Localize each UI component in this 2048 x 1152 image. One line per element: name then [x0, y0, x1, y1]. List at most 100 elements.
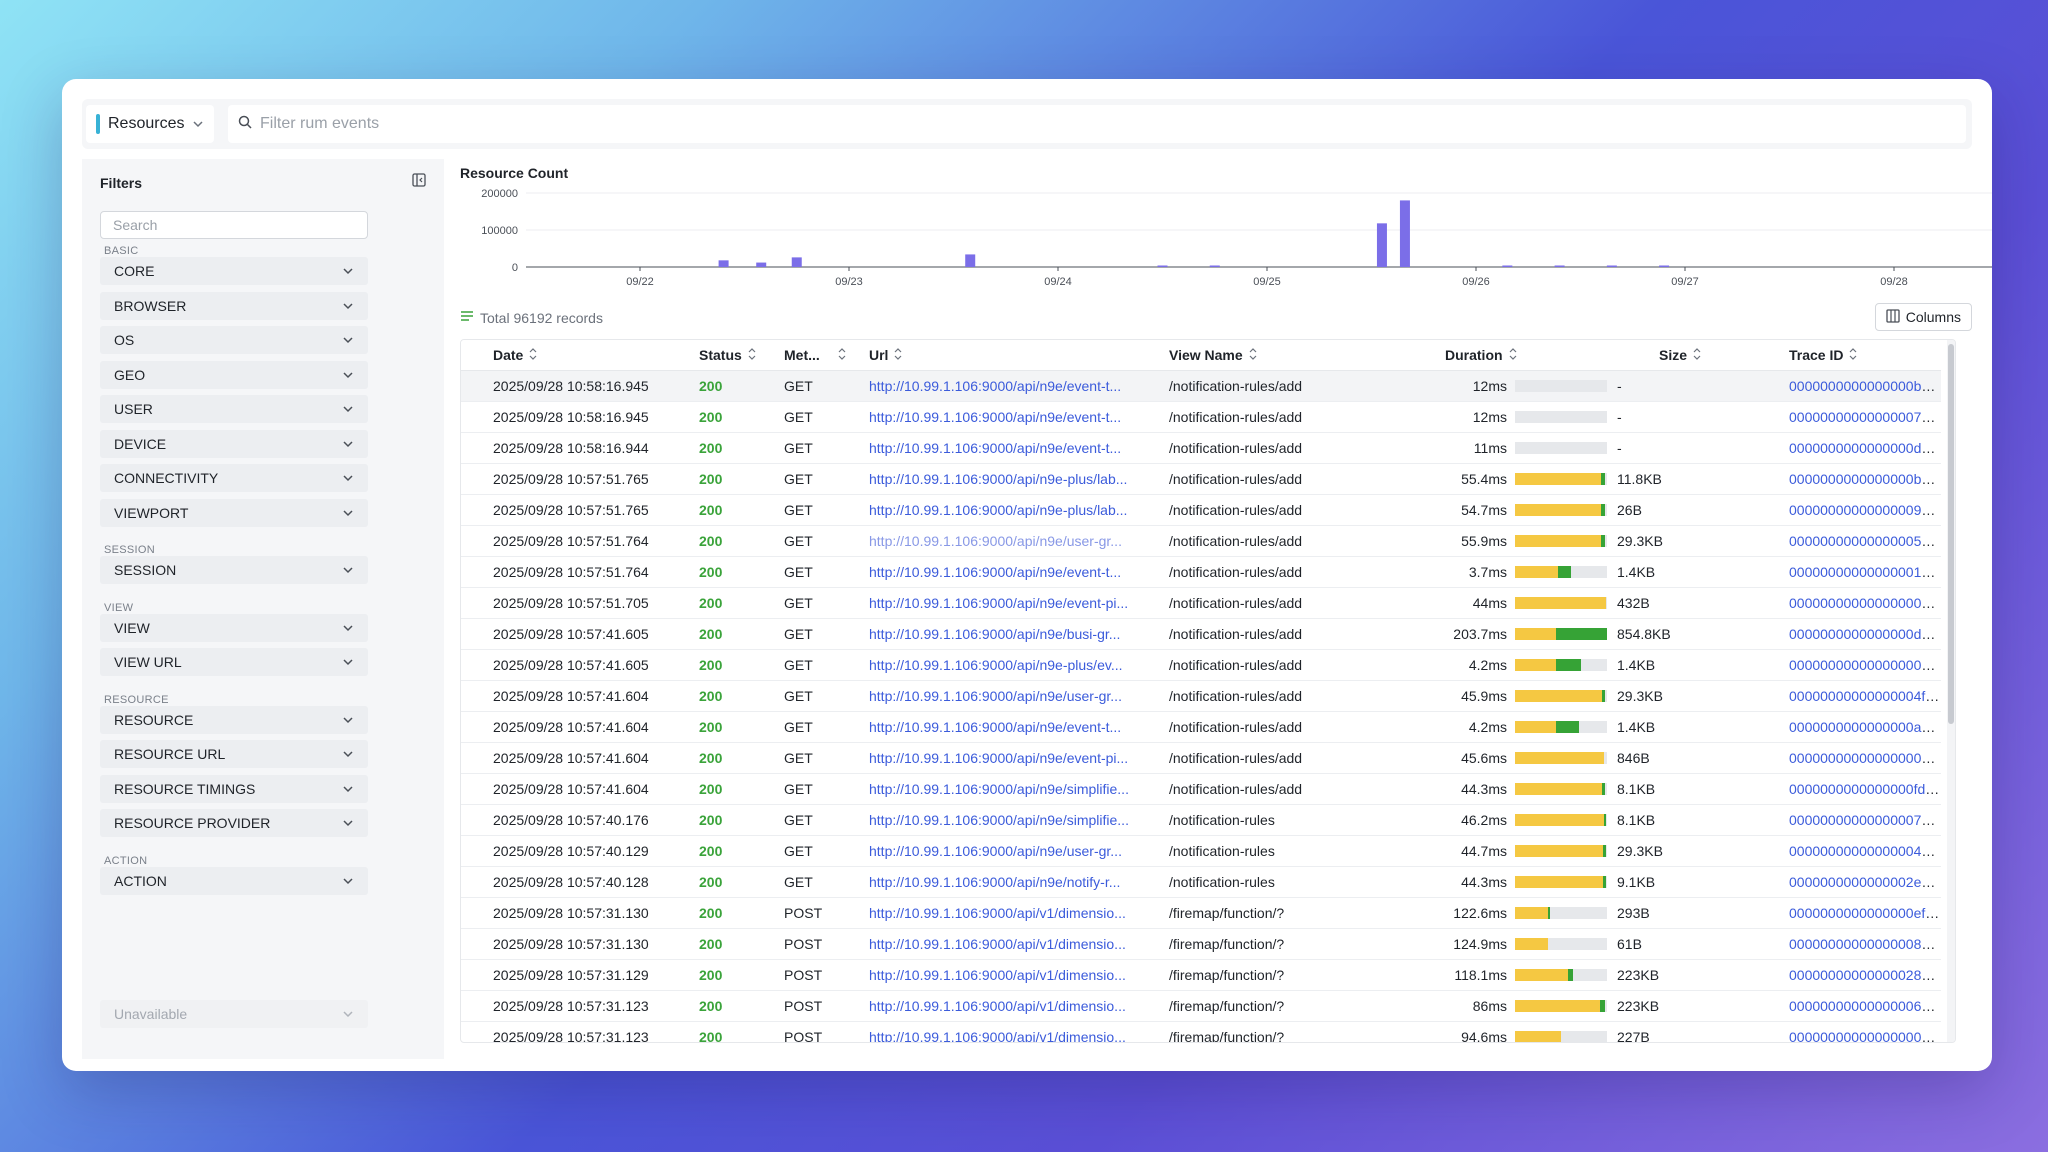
trace-link[interactable]: 000000000000000007f4a295... — [1789, 1029, 1941, 1043]
trace-link[interactable]: 0000000000000002e07151a... — [1789, 874, 1941, 890]
facet-resource[interactable]: RESOURCE — [100, 705, 368, 734]
sort-icon[interactable] — [529, 347, 537, 363]
chart-bar[interactable] — [1209, 265, 1220, 268]
table-row[interactable]: 2025/09/28 10:58:16.945 200 GET http://10.9… — [461, 401, 1941, 433]
facet-browser[interactable]: BROWSER — [100, 291, 368, 320]
url-link[interactable]: http://10.99.1.106:9000/api/n9e/busi-gr.… — [869, 626, 1121, 642]
chart-bar[interactable] — [965, 254, 976, 267]
url-link[interactable]: http://10.99.1.106:9000/api/n9e/event-t.… — [869, 719, 1122, 735]
header-status[interactable]: Status — [699, 340, 784, 371]
url-link[interactable]: http://10.99.1.106:9000/api/n9e/event-t.… — [869, 378, 1122, 394]
table-row[interactable]: 2025/09/28 10:57:40.129 200 GET http://10.9… — [461, 835, 1941, 867]
header-duration[interactable]: Duration — [1445, 340, 1617, 371]
table-row[interactable]: 2025/09/28 10:57:31.123 200 POST http://10.… — [461, 1021, 1941, 1043]
header-url[interactable]: Url — [869, 340, 1169, 371]
facet-resource-url[interactable]: RESOURCE URL — [100, 740, 368, 768]
header-size[interactable]: Size — [1617, 340, 1789, 371]
facet-viewport[interactable]: VIEWPORT — [100, 498, 368, 527]
trace-link[interactable]: 0000000000000000432ce597... — [1789, 843, 1941, 859]
url-link[interactable]: http://10.99.1.106:9000/api/n9e/simplifi… — [869, 812, 1129, 828]
trace-link[interactable]: 0000000000000000789c7889... — [1789, 812, 1941, 828]
sort-icon[interactable] — [1249, 347, 1257, 363]
sort-icon[interactable] — [1509, 347, 1517, 363]
url-link[interactable]: http://10.99.1.106:9000/api/n9e/event-t.… — [869, 409, 1122, 425]
url-link[interactable]: http://10.99.1.106:9000/api/n9e-plus/lab… — [869, 502, 1128, 518]
url-link[interactable]: http://10.99.1.106:9000/api/v1/dimensio.… — [869, 998, 1126, 1014]
trace-link[interactable]: 000000000000000005037fadbb... — [1789, 657, 1941, 673]
url-link[interactable]: http://10.99.1.106:9000/api/n9e/notify-r… — [869, 874, 1121, 890]
facet-user[interactable]: USER — [100, 395, 368, 423]
table-row[interactable]: 2025/09/28 10:57:40.176 200 GET http://10.9… — [461, 804, 1941, 836]
facet-view-url[interactable]: VIEW URL — [100, 648, 368, 676]
table-row[interactable]: 2025/09/28 10:57:51.765 200 GET http://10.9… — [461, 463, 1941, 495]
trace-link[interactable]: 0000000000000000091221290... — [1789, 750, 1941, 766]
trace-link[interactable]: 0000000000000002817cf31... — [1789, 967, 1941, 983]
table-row[interactable]: 2025/09/28 10:57:31.129 200 POST http://10.… — [461, 959, 1941, 991]
url-link[interactable]: http://10.99.1.106:9000/api/n9e-plus/lab… — [869, 471, 1128, 487]
table-row[interactable]: 2025/09/28 10:57:31.130 200 POST http://10.… — [461, 928, 1941, 960]
chart-bar[interactable] — [1554, 265, 1565, 268]
scrollbar-thumb[interactable] — [1948, 344, 1954, 724]
chart-bar[interactable] — [1502, 265, 1513, 268]
table-row[interactable]: 2025/09/28 10:58:16.944 200 GET http://10.9… — [461, 432, 1941, 464]
url-link[interactable]: http://10.99.1.106:9000/api/n9e/user-gr.… — [869, 843, 1122, 859]
header-view-name[interactable]: View Name — [1169, 340, 1445, 371]
filter-rum-events-input[interactable] — [258, 114, 1966, 134]
url-link[interactable]: http://10.99.1.106:9000/api/n9e/event-t.… — [869, 564, 1122, 580]
chart-bar[interactable] — [756, 262, 767, 267]
url-link[interactable]: http://10.99.1.106:9000/api/v1/dimensio.… — [869, 967, 1126, 983]
trace-link[interactable]: 0000000000000000565935f7... — [1789, 533, 1941, 549]
header-trace-id[interactable]: Trace ID — [1789, 340, 1941, 371]
table-row[interactable]: 2025/09/28 10:57:31.130 200 POST http://10.… — [461, 897, 1941, 929]
chart-bar[interactable] — [791, 257, 802, 267]
sort-icon[interactable] — [838, 347, 846, 363]
trace-link[interactable]: 00000000000000004fddc5fbf... — [1789, 688, 1941, 704]
chart-bar[interactable] — [1606, 265, 1617, 268]
trace-link[interactable]: 0000000000000000aaf768ded... — [1789, 719, 1941, 735]
table-row[interactable]: 2025/09/28 10:57:51.705 200 GET http://10.9… — [461, 587, 1941, 619]
url-link[interactable]: http://10.99.1.106:9000/api/n9e/user-gr.… — [869, 688, 1122, 704]
sort-icon[interactable] — [1693, 347, 1701, 363]
facet-device[interactable]: DEVICE — [100, 429, 368, 458]
event-type-select[interactable]: Resources — [86, 105, 214, 143]
table-row[interactable]: 2025/09/28 10:57:41.605 200 GET http://10.9… — [461, 618, 1941, 650]
sort-icon[interactable] — [894, 347, 902, 363]
trace-link[interactable]: 0000000000000000b41da222... — [1789, 471, 1941, 487]
trace-link[interactable]: 0000000000000000b9d85354... — [1789, 378, 1941, 394]
chart-bar[interactable] — [718, 260, 729, 267]
trace-link[interactable]: 0000000000000000848c1647... — [1789, 936, 1941, 952]
url-link[interactable]: http://10.99.1.106:9000/api/n9e-plus/ev.… — [869, 657, 1123, 673]
url-link[interactable]: http://10.99.1.106:9000/api/v1/dimensio.… — [869, 1029, 1126, 1043]
header-method[interactable]: Met... — [784, 340, 869, 371]
header-date[interactable]: Date — [493, 340, 699, 371]
table-row[interactable]: 2025/09/28 10:57:51.764 200 GET http://10.9… — [461, 556, 1941, 588]
table-row[interactable]: 2025/09/28 10:57:41.605 200 GET http://10.9… — [461, 649, 1941, 681]
url-link[interactable]: http://10.99.1.106:9000/api/n9e/simplifi… — [869, 781, 1129, 797]
table-row[interactable]: 2025/09/28 10:57:41.604 200 GET http://10.9… — [461, 773, 1941, 805]
trace-link[interactable]: 0000000000000000622c2fcb9... — [1789, 998, 1941, 1014]
table-row[interactable]: 2025/09/28 10:57:51.765 200 GET http://10.9… — [461, 494, 1941, 526]
facet-os[interactable]: OS — [100, 326, 368, 354]
sort-icon[interactable] — [748, 347, 756, 363]
facet-session[interactable]: SESSION — [100, 556, 368, 584]
table-row[interactable]: 2025/09/28 10:58:16.945 200 GET http://10.9… — [461, 370, 1941, 402]
facet-connectivity[interactable]: CONNECTIVITY — [100, 464, 368, 492]
trace-link[interactable]: 0000000000000000d20f1905... — [1789, 440, 1941, 456]
table-row[interactable]: 2025/09/28 10:57:40.128 200 GET http://10.9… — [461, 866, 1941, 898]
chart-bar[interactable] — [1659, 265, 1670, 268]
table-scrollbar[interactable] — [1947, 340, 1955, 1042]
facet-resource-timings[interactable]: RESOURCE TIMINGS — [100, 774, 368, 803]
url-link[interactable]: http://10.99.1.106:9000/api/v1/dimensio.… — [869, 905, 1126, 921]
table-row[interactable]: 2025/09/28 10:57:41.604 200 GET http://10.9… — [461, 711, 1941, 743]
collapse-panel-icon[interactable] — [412, 173, 426, 192]
trace-link[interactable]: 0000000000000000902917bb... — [1789, 502, 1941, 518]
trace-link[interactable]: 0000000000000000ef89cc12ff... — [1789, 905, 1941, 921]
filters-search-input[interactable] — [100, 211, 368, 239]
table-row[interactable]: 2025/09/28 10:57:51.764 200 GET http://10.9… — [461, 525, 1941, 557]
url-link[interactable]: http://10.99.1.106:9000/api/n9e/event-pi… — [869, 595, 1129, 611]
columns-button[interactable]: Columns — [1874, 303, 1972, 331]
trace-link[interactable]: 0000000000000000fdda40810... — [1789, 781, 1941, 797]
facet-core[interactable]: CORE — [100, 257, 368, 285]
table-row[interactable]: 2025/09/28 10:57:41.604 200 GET http://10.9… — [461, 742, 1941, 774]
chart-bar[interactable] — [1399, 200, 1410, 267]
